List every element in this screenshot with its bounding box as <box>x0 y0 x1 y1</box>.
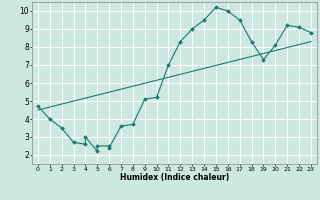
X-axis label: Humidex (Indice chaleur): Humidex (Indice chaleur) <box>120 173 229 182</box>
